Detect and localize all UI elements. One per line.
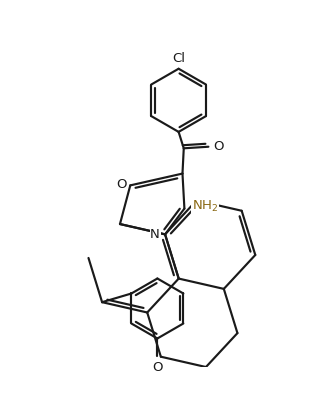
Text: NH$_2$: NH$_2$ bbox=[192, 199, 218, 213]
Text: O: O bbox=[116, 178, 126, 191]
Text: Cl: Cl bbox=[172, 52, 185, 65]
Text: O: O bbox=[152, 361, 162, 374]
Text: N: N bbox=[150, 228, 160, 241]
Text: O: O bbox=[214, 140, 224, 153]
